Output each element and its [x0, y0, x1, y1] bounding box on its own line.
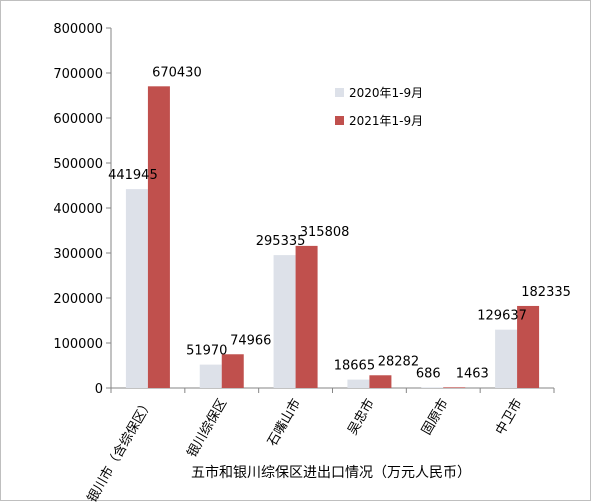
y-tick-label: 600000 [53, 112, 103, 127]
data-label: 441945 [108, 168, 158, 183]
data-label: 315808 [300, 225, 350, 240]
data-label: 74966 [230, 333, 271, 348]
bars [125, 86, 540, 388]
category-label: 吴忠市 [345, 396, 378, 438]
data-label: 182335 [521, 285, 571, 300]
bar-2021 [147, 86, 170, 388]
category-label: 石嘴山市 [264, 396, 304, 449]
data-label: 686 [416, 367, 441, 382]
data-label: 28282 [378, 354, 419, 369]
bar-2021 [443, 387, 466, 388]
data-label: 670430 [152, 65, 202, 80]
y-tick-label: 800000 [53, 22, 103, 37]
category-label: 固原市 [418, 396, 451, 438]
bar-2021 [369, 375, 392, 388]
legend-swatch [335, 88, 344, 97]
axes: 0 100000 200000 300000 400000 500000 600000 700… [53, 22, 555, 397]
data-label: 51970 [186, 344, 227, 359]
data-label: 18665 [334, 359, 375, 374]
legend-label: 2020年1-9月 [349, 86, 423, 100]
category-label: 银川市（含综保区） [84, 396, 156, 502]
data-label: 1463 [456, 366, 489, 381]
bar-2021 [295, 245, 318, 388]
legend-swatch [335, 116, 344, 125]
bar-2020 [347, 379, 370, 388]
y-tick-label: 0 [95, 382, 103, 397]
y-tick-label: 100000 [53, 337, 103, 352]
bar-2020 [273, 255, 296, 388]
bar-2020 [495, 329, 518, 388]
legend-label: 2021年1-9月 [349, 114, 423, 128]
bar-2020 [125, 189, 148, 388]
category-labels: 银川市（含综保区） 银川综保区 石嘴山市 吴忠市 固原市 中卫市 [84, 396, 526, 502]
category-label: 银川综保区 [185, 397, 230, 461]
x-axis-title: 五市和银川综保区进出口情况（万元人民币） [191, 464, 471, 481]
y-tick-label: 300000 [53, 247, 103, 262]
bar-2021 [221, 354, 244, 388]
data-label: 129637 [477, 309, 527, 324]
bar-2020 [421, 387, 444, 388]
legend: 2020年1-9月 2021年1-9月 [335, 86, 423, 128]
data-label: 295335 [256, 234, 306, 249]
y-tick-label: 500000 [53, 157, 103, 172]
y-tick-label: 200000 [53, 292, 103, 307]
bar-2021 [517, 305, 540, 388]
bar-2020 [199, 364, 222, 388]
y-tick-label: 400000 [53, 202, 103, 217]
category-label: 中卫市 [492, 396, 525, 438]
y-tick-label: 700000 [53, 67, 103, 82]
